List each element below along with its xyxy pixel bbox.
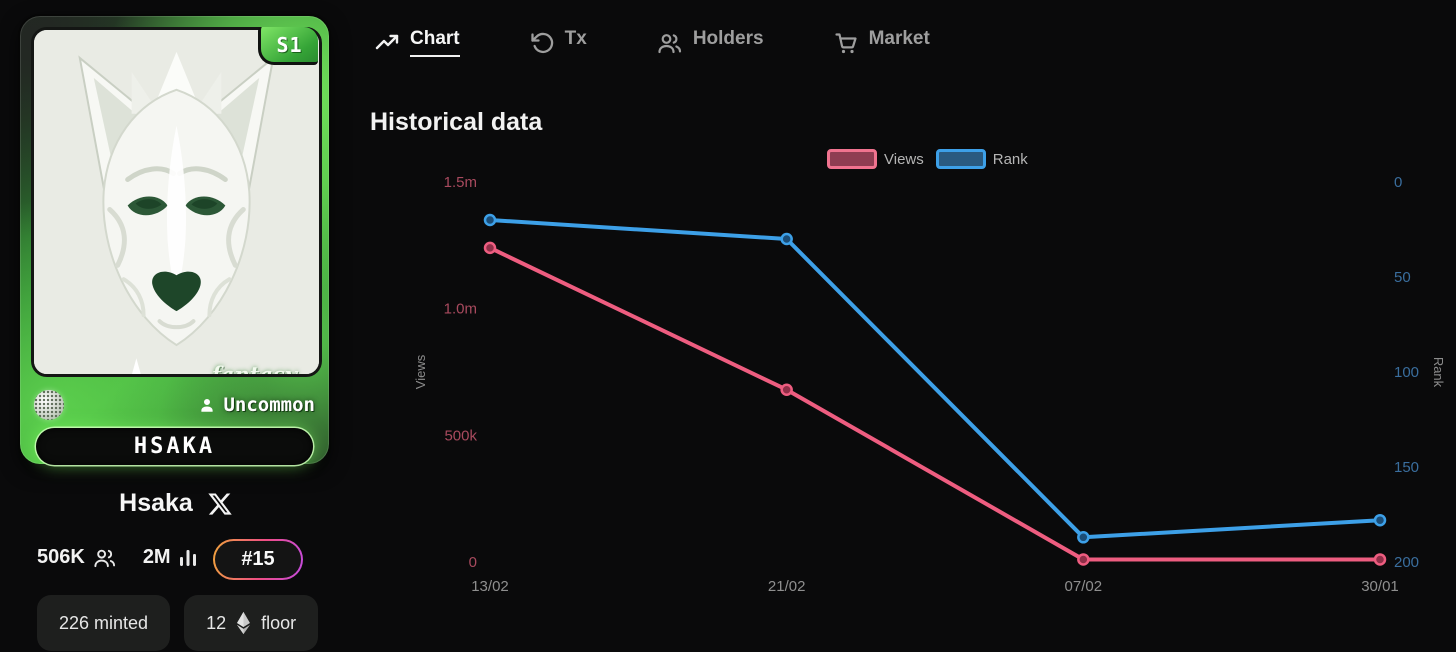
section-title: Historical data bbox=[370, 108, 543, 136]
views-point bbox=[780, 383, 793, 396]
views-point bbox=[1373, 553, 1387, 566]
rank-point bbox=[780, 232, 793, 246]
nft-card: fantasy S1 Uncommon HSAKA bbox=[18, 14, 331, 466]
rank-swatch bbox=[935, 149, 986, 169]
right-axis-tick: 150 bbox=[1394, 459, 1419, 476]
rank-badge[interactable]: #15 bbox=[213, 539, 303, 580]
historical-chart[interactable]: 1.5m 1.0m 500k 0 0 50 100 150 200 13/02 21/02 07/02… bbox=[370, 140, 1456, 640]
legend-item-views[interactable]: Views bbox=[827, 149, 924, 169]
cart-icon bbox=[834, 32, 857, 53]
minted-chip[interactable]: 226 minted bbox=[37, 595, 171, 651]
x-axis-tick: 13/02 bbox=[471, 578, 509, 595]
people-icon bbox=[658, 33, 681, 53]
floor-value: 12 bbox=[206, 612, 227, 633]
person-icon bbox=[201, 399, 214, 412]
stats-row: 506K 2M bbox=[37, 546, 197, 569]
legend-label: Views bbox=[884, 150, 924, 168]
views-stat: 2M bbox=[143, 546, 197, 569]
people-icon bbox=[94, 549, 115, 567]
views-value: 2M bbox=[142, 546, 171, 568]
x-axis-tick: 07/02 bbox=[1065, 578, 1103, 595]
rank-line bbox=[488, 218, 1382, 540]
season-badge: S1 bbox=[258, 27, 318, 65]
tab-label: Market bbox=[868, 28, 930, 49]
globe-icon bbox=[34, 390, 64, 420]
rarity-row: Uncommon bbox=[198, 394, 315, 416]
x-twitter-icon[interactable] bbox=[207, 491, 233, 517]
tab-chart[interactable]: Chart bbox=[375, 28, 460, 57]
profile-title-row: Hsaka bbox=[0, 489, 352, 518]
views-line bbox=[488, 245, 1382, 562]
left-axis-tick: 1.5m bbox=[444, 174, 477, 191]
right-axis-tick: 50 bbox=[1394, 269, 1411, 286]
left-axis-title: Views bbox=[413, 354, 428, 389]
rank-point bbox=[483, 213, 497, 227]
followers-stat: 506K bbox=[37, 546, 116, 569]
left-axis-tick: 1.0m bbox=[444, 301, 477, 318]
right-axis-tick: 200 bbox=[1394, 554, 1419, 571]
views-point bbox=[1077, 553, 1090, 566]
rank-point bbox=[1373, 513, 1387, 527]
left-axis-tick: 500k bbox=[444, 427, 477, 444]
floor-label: floor bbox=[261, 612, 297, 633]
views-swatch bbox=[827, 149, 877, 169]
views-point bbox=[483, 241, 497, 255]
wolf-art bbox=[34, 30, 319, 374]
minted-label: 226 minted bbox=[59, 612, 149, 633]
card-name-pill: HSAKA bbox=[36, 428, 313, 465]
right-axis-tick: 100 bbox=[1394, 364, 1419, 381]
rarity-label: Uncommon bbox=[223, 394, 315, 416]
floor-chip[interactable]: 12 floor bbox=[184, 595, 319, 651]
x-axis-tick: 21/02 bbox=[768, 578, 806, 595]
right-axis-tick: 0 bbox=[1394, 174, 1402, 191]
followers-value: 506K bbox=[37, 546, 85, 568]
tab-market[interactable]: Market bbox=[834, 28, 930, 57]
legend-label: Rank bbox=[992, 150, 1028, 168]
card-artwork: fantasy bbox=[31, 27, 322, 377]
trend-up-icon bbox=[375, 34, 399, 49]
bar-chart-icon bbox=[179, 549, 196, 566]
tab-tx[interactable]: Tx bbox=[530, 28, 587, 57]
sparkle-icon bbox=[132, 358, 141, 374]
x-axis-tick: 30/01 bbox=[1361, 578, 1399, 595]
tab-bar: Chart Tx Holders Market bbox=[375, 28, 930, 57]
tab-label: Chart bbox=[410, 28, 460, 57]
right-axis-title: Rank bbox=[1431, 357, 1446, 388]
fantasy-watermark: fantasy bbox=[211, 362, 297, 377]
tab-label: Holders bbox=[692, 28, 764, 49]
legend-item-rank[interactable]: Rank bbox=[935, 149, 1028, 169]
tab-holders[interactable]: Holders bbox=[657, 28, 764, 57]
tab-label: Tx bbox=[564, 28, 587, 49]
chart-legend: Views Rank bbox=[827, 149, 1028, 169]
left-axis-tick: 0 bbox=[469, 554, 477, 571]
line-chart-svg[interactable]: 1.5m 1.0m 500k 0 0 50 100 150 200 13/02 21/02 07/02… bbox=[370, 140, 1456, 640]
profile-title: Hsaka bbox=[119, 489, 193, 517]
ethereum-icon bbox=[237, 611, 251, 635]
history-icon bbox=[530, 32, 553, 53]
rank-point bbox=[1077, 531, 1090, 544]
